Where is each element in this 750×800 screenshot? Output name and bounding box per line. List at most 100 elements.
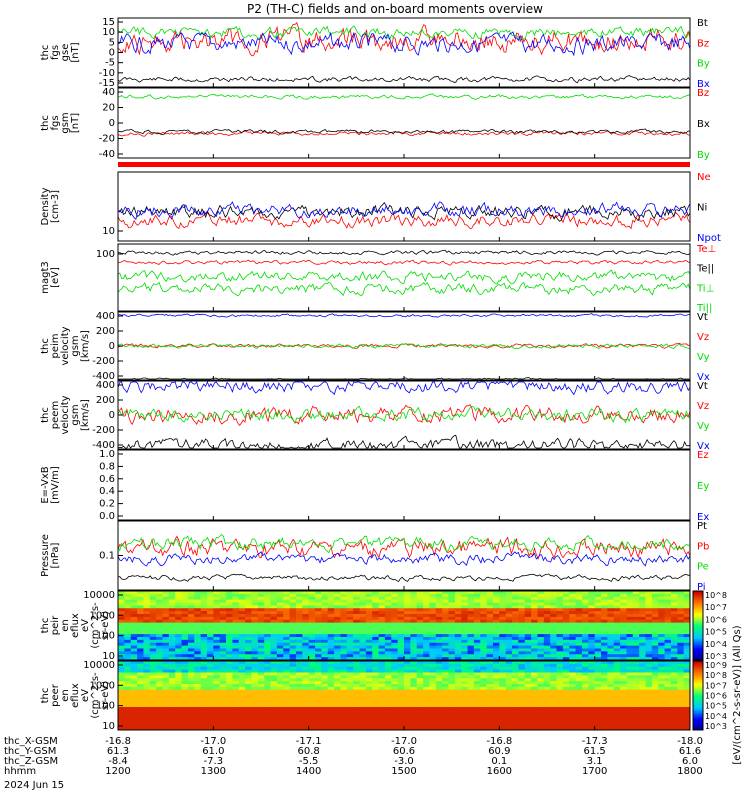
heatmap-cell bbox=[645, 637, 653, 641]
heatmap-cell bbox=[601, 614, 608, 618]
heatmap-cell bbox=[289, 628, 297, 632]
heatmap-cell bbox=[442, 645, 449, 649]
heatmap-cell bbox=[384, 695, 392, 699]
heatmap-cell bbox=[118, 666, 125, 671]
heatmap-cell bbox=[404, 596, 411, 601]
heatmap-cell bbox=[658, 634, 666, 638]
heatmap-cell bbox=[118, 591, 125, 595]
heatmap-cell bbox=[410, 692, 418, 696]
heatmap-cell bbox=[543, 625, 551, 629]
heatmap-cell bbox=[575, 712, 583, 717]
heatmap-cell bbox=[200, 605, 208, 609]
heatmap-cell bbox=[156, 642, 163, 647]
heatmap-cell bbox=[651, 727, 659, 731]
heatmap-cell bbox=[175, 698, 183, 702]
heatmap-cell bbox=[194, 622, 202, 626]
heatmap-cell bbox=[397, 686, 405, 691]
heatmap-cell bbox=[321, 695, 329, 699]
heatmap-cell bbox=[353, 672, 361, 676]
heatmap-cell bbox=[321, 648, 329, 652]
heatmap-cell bbox=[448, 709, 456, 714]
heatmap-cell bbox=[499, 698, 507, 702]
heatmap-cell bbox=[651, 616, 659, 621]
heatmap-cell bbox=[334, 712, 341, 717]
heatmap-cell bbox=[601, 661, 608, 665]
heatmap-cell bbox=[162, 642, 170, 647]
heatmap-cell bbox=[677, 692, 685, 696]
heatmap-cell bbox=[315, 625, 322, 629]
heatmap-cell bbox=[143, 675, 151, 679]
heatmap-cell bbox=[295, 634, 303, 638]
heatmap-cell bbox=[384, 718, 392, 722]
heatmap-cell bbox=[175, 681, 183, 685]
heatmap-cell bbox=[213, 715, 221, 719]
heatmap-cell bbox=[397, 602, 405, 606]
heatmap-cell bbox=[276, 651, 284, 655]
heatmap-cell bbox=[168, 614, 176, 618]
heatmap-cell bbox=[181, 619, 189, 624]
heatmap-cell bbox=[365, 712, 373, 717]
heatmap-cell bbox=[594, 616, 602, 621]
heatmap-cell bbox=[137, 709, 144, 714]
heatmap-cell bbox=[162, 718, 170, 722]
heatmap-cell bbox=[149, 712, 157, 717]
heatmap-cell bbox=[442, 631, 449, 635]
heatmap-cell bbox=[397, 718, 405, 722]
heatmap-cell bbox=[372, 599, 380, 603]
heatmap-cell bbox=[200, 689, 208, 694]
heatmap-cell bbox=[435, 602, 443, 606]
heatmap-cell bbox=[378, 727, 386, 731]
heatmap-cell bbox=[315, 651, 322, 655]
heatmap-cell bbox=[607, 651, 615, 655]
heatmap-cell bbox=[658, 625, 666, 629]
heatmap-cell bbox=[651, 709, 659, 714]
heatmap-cell bbox=[454, 698, 462, 702]
heatmap-cell bbox=[353, 695, 361, 699]
y-tick-label: 0.2 bbox=[99, 499, 115, 510]
heatmap-cell bbox=[556, 628, 564, 632]
heatmap-cell bbox=[670, 645, 678, 649]
heatmap-cell bbox=[130, 715, 138, 719]
heatmap-cell bbox=[664, 616, 672, 621]
heatmap-cell bbox=[257, 712, 265, 717]
heatmap-cell bbox=[575, 654, 583, 658]
heatmap-cell bbox=[664, 669, 672, 673]
heatmap-cell bbox=[601, 669, 608, 673]
heatmap-cell bbox=[213, 678, 221, 682]
heatmap-cell bbox=[550, 634, 558, 638]
heatmap-cell bbox=[639, 631, 647, 635]
heatmap-cell bbox=[257, 605, 265, 609]
colorbar-cell bbox=[693, 627, 703, 630]
heatmap-cell bbox=[588, 707, 596, 711]
heatmap-cell bbox=[276, 622, 284, 626]
heatmap-cell bbox=[232, 715, 240, 719]
heatmap-cell bbox=[556, 698, 564, 702]
heatmap-cell bbox=[454, 608, 462, 612]
heatmap-cell bbox=[651, 631, 659, 635]
heatmap-cell bbox=[397, 642, 405, 647]
heatmap-cell bbox=[372, 663, 380, 668]
heatmap-cell bbox=[416, 692, 424, 696]
heatmap-cell bbox=[531, 718, 538, 722]
heatmap-cell bbox=[130, 727, 138, 731]
heatmap-cell bbox=[213, 651, 221, 655]
heatmap-cell bbox=[276, 701, 284, 705]
heatmap-cell bbox=[124, 701, 132, 705]
heatmap-cell bbox=[492, 718, 500, 722]
heatmap-cell bbox=[632, 593, 640, 598]
heatmap-cell bbox=[162, 593, 170, 598]
heatmap-cell bbox=[575, 645, 583, 649]
heatmap-cell bbox=[334, 657, 341, 661]
heatmap-cell bbox=[658, 619, 666, 624]
heatmap-cell bbox=[670, 661, 678, 665]
heatmap-cell bbox=[537, 727, 545, 731]
heatmap-cell bbox=[315, 684, 322, 688]
colorbar-cell bbox=[693, 698, 703, 702]
legend-Ex: Ex bbox=[697, 512, 709, 523]
heatmap-cell bbox=[378, 593, 386, 598]
heatmap-cell bbox=[454, 651, 462, 655]
heatmap-cell bbox=[238, 637, 246, 641]
heatmap-cell bbox=[257, 591, 265, 595]
heatmap-cell bbox=[302, 645, 310, 649]
